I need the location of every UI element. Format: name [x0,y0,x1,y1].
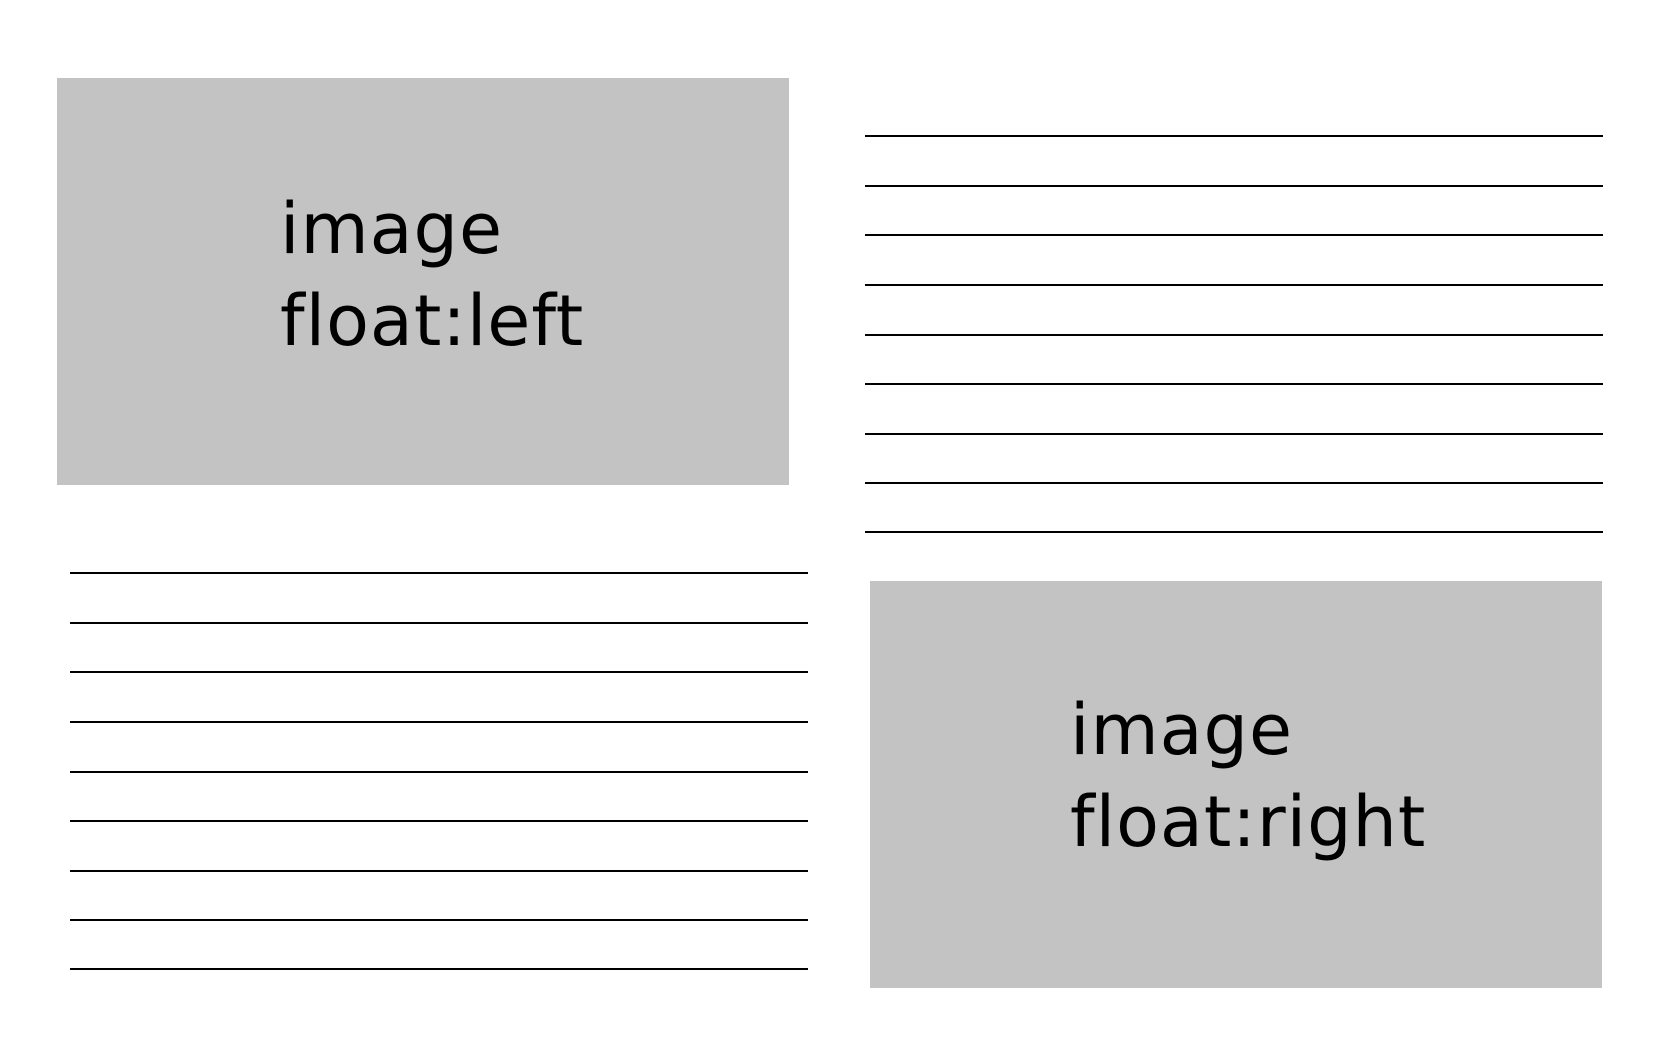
text-line [865,135,1603,137]
float-right-label: image float:right [1070,684,1426,868]
image-placeholder-float-right: image float:right [870,581,1602,988]
text-line [70,721,808,723]
text-line [70,572,808,574]
text-line [865,284,1603,286]
text-line [70,870,808,872]
text-line [865,383,1603,385]
text-line [70,968,808,970]
text-line [70,622,808,624]
image-placeholder-float-left: image float:left [57,78,789,485]
text-line [865,482,1603,484]
text-line [865,334,1603,336]
text-lines-top-right [865,135,1603,535]
text-line [70,771,808,773]
float-left-label-line1: image [280,188,504,270]
text-line [865,433,1603,435]
float-right-label-line1: image [1070,689,1294,771]
text-line [70,820,808,822]
float-right-label-line2: float:right [1070,781,1427,863]
text-line [70,919,808,921]
text-lines-bottom-left [70,572,808,972]
text-line [865,234,1603,236]
text-line [70,671,808,673]
text-line [865,531,1603,533]
float-left-label-line2: float:left [280,280,585,362]
text-line [865,185,1603,187]
float-left-label: image float:left [280,183,584,367]
